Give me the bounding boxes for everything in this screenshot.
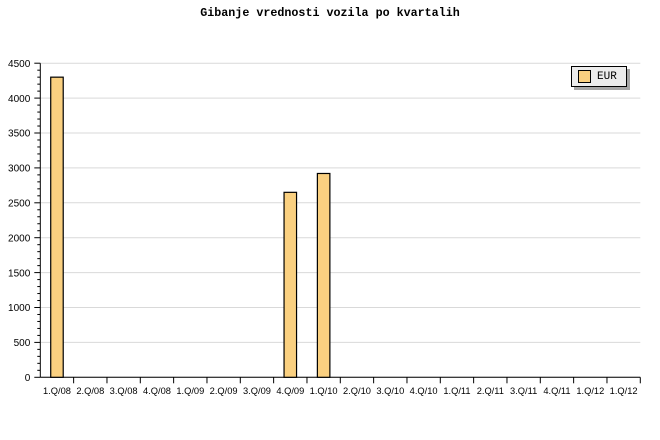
svg-text:2.Q/08: 2.Q/08 <box>76 386 104 396</box>
svg-text:1.Q/12: 1.Q/12 <box>576 386 604 396</box>
svg-text:500: 500 <box>14 338 31 349</box>
svg-text:1000: 1000 <box>8 303 31 314</box>
svg-text:1500: 1500 <box>8 268 31 279</box>
svg-text:3500: 3500 <box>8 129 31 140</box>
svg-text:3.Q/09: 3.Q/09 <box>243 386 271 396</box>
svg-text:3.Q/11: 3.Q/11 <box>510 386 537 396</box>
svg-text:4.Q/10: 4.Q/10 <box>410 386 438 396</box>
svg-text:2.Q/10: 2.Q/10 <box>343 386 371 396</box>
svg-text:0: 0 <box>25 373 31 384</box>
svg-text:1.Q/10: 1.Q/10 <box>310 386 338 396</box>
svg-text:4.Q/09: 4.Q/09 <box>276 386 304 396</box>
svg-text:1.Q/09: 1.Q/09 <box>176 386 204 396</box>
svg-text:4.Q/08: 4.Q/08 <box>143 386 171 396</box>
svg-text:2000: 2000 <box>8 233 31 244</box>
svg-text:2.Q/09: 2.Q/09 <box>210 386 238 396</box>
svg-text:3000: 3000 <box>8 164 31 175</box>
svg-text:3.Q/10: 3.Q/10 <box>376 386 404 396</box>
svg-text:1.Q/08: 1.Q/08 <box>43 386 71 396</box>
svg-text:1.Q/12: 1.Q/12 <box>610 386 638 396</box>
svg-text:4500: 4500 <box>8 59 31 70</box>
svg-text:4.Q/11: 4.Q/11 <box>543 386 570 396</box>
svg-text:2.Q/11: 2.Q/11 <box>477 386 504 396</box>
svg-text:2500: 2500 <box>8 199 31 210</box>
svg-text:3.Q/08: 3.Q/08 <box>110 386 138 396</box>
svg-text:4000: 4000 <box>8 94 31 105</box>
svg-text:1.Q/11: 1.Q/11 <box>443 386 470 396</box>
